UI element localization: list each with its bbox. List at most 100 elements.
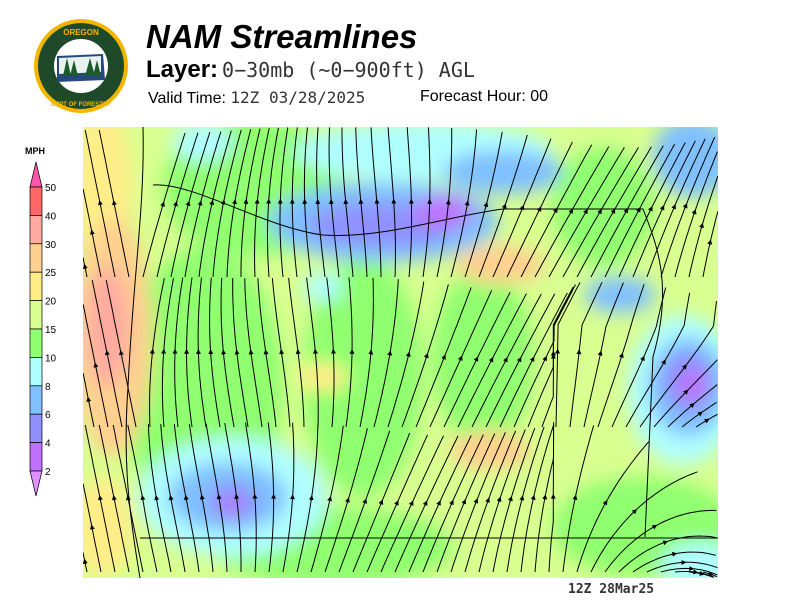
streamline-arrow bbox=[83, 263, 88, 270]
streamline-arrow bbox=[185, 200, 191, 207]
streamline-arrow bbox=[529, 356, 535, 362]
streamline-arrow bbox=[149, 348, 155, 355]
color-legend: MPH 50 40 30 25 20 15 10 8 6 4 2 bbox=[25, 146, 57, 497]
streamline-arrow bbox=[473, 498, 479, 504]
streamline-arrow bbox=[405, 351, 411, 358]
legend-tick: 40 bbox=[45, 211, 57, 222]
valid-label: Valid Time: bbox=[148, 90, 226, 107]
streamline-arrow bbox=[618, 352, 624, 359]
streamline-arrow bbox=[97, 495, 103, 501]
forecast-value: 00 bbox=[530, 88, 549, 105]
streamline-arrow bbox=[707, 239, 713, 246]
streamline-arrow bbox=[387, 350, 393, 357]
streamline-arrow bbox=[464, 200, 470, 207]
legend-band bbox=[29, 328, 43, 358]
streamline-arrow bbox=[362, 498, 367, 505]
streamline-arrow bbox=[263, 349, 269, 356]
streamline-arrow bbox=[572, 494, 578, 501]
legend-tick: 10 bbox=[45, 353, 57, 364]
legend-arrow-high bbox=[29, 161, 43, 188]
streamline-arrow bbox=[154, 495, 160, 501]
streamline-arrow bbox=[197, 200, 203, 207]
legend-tick: 50 bbox=[45, 183, 57, 194]
legend-tick: 6 bbox=[45, 410, 51, 421]
streamline-arrow bbox=[610, 208, 616, 215]
forecast-label: Forecast Hour: bbox=[420, 88, 526, 105]
streamline-arrow bbox=[659, 204, 665, 211]
svg-text:OREGON: OREGON bbox=[63, 28, 99, 37]
legend-band bbox=[29, 357, 43, 387]
streamline-arrow bbox=[623, 207, 629, 214]
legend-band bbox=[29, 413, 43, 443]
streamline-arrow bbox=[199, 494, 205, 501]
streamline-arrow bbox=[519, 204, 525, 211]
streamline-arrow bbox=[279, 349, 285, 356]
streamline-arrow bbox=[583, 208, 588, 215]
streamline-arrow bbox=[689, 402, 695, 409]
streamline-arrow bbox=[436, 500, 441, 506]
streamline-arrow bbox=[697, 411, 703, 417]
page-title: NAM Streamlines bbox=[146, 18, 418, 55]
legend-band bbox=[29, 186, 43, 216]
streamline-arrow bbox=[173, 201, 178, 207]
forecast-hour: Forecast Hour: 00 bbox=[420, 88, 548, 106]
streamline-arrow bbox=[378, 499, 384, 506]
streamline-arrow bbox=[496, 496, 502, 503]
streamline-arrow bbox=[423, 352, 429, 359]
streamline-arrow bbox=[111, 495, 117, 501]
legend-arrow-low bbox=[29, 470, 43, 497]
legend-tick: 15 bbox=[45, 325, 57, 336]
legend-band bbox=[29, 300, 43, 330]
streamline-arrow bbox=[209, 199, 215, 206]
legend-band bbox=[29, 243, 43, 273]
streamline-arrow bbox=[221, 349, 227, 356]
legend-tick: 4 bbox=[45, 439, 51, 450]
streamline-arrow bbox=[602, 499, 608, 506]
streamline-arrow bbox=[568, 208, 573, 214]
streamline-arrow bbox=[254, 198, 260, 205]
streamline-arrow bbox=[691, 209, 697, 215]
legend-tick: 25 bbox=[45, 268, 57, 279]
streamline-arrow bbox=[683, 389, 689, 395]
legend-tick: 8 bbox=[45, 382, 51, 393]
streamline-arrow bbox=[483, 201, 489, 208]
streamline-arrow bbox=[408, 500, 414, 507]
streamline-arrow bbox=[461, 498, 467, 505]
streamline-arrow bbox=[183, 494, 189, 501]
streamline-arrow bbox=[516, 356, 522, 363]
streamline-arrow bbox=[125, 495, 131, 502]
map-timestamp: 12Z 28Mar25 bbox=[568, 582, 655, 597]
streamline-arrow bbox=[662, 540, 669, 546]
legend-tick: 20 bbox=[45, 297, 57, 308]
streamline-arrow bbox=[89, 229, 95, 236]
streamline-arrow bbox=[243, 198, 249, 205]
streamline-arrow bbox=[358, 198, 364, 205]
legend-band bbox=[29, 442, 43, 472]
legend-tick: 30 bbox=[45, 240, 57, 251]
streamline-arrow bbox=[576, 349, 582, 356]
streamline-arrow bbox=[651, 524, 658, 530]
streamline-arrow bbox=[216, 494, 222, 501]
streamline-arrow bbox=[536, 206, 542, 212]
streamline-arrow bbox=[160, 201, 165, 208]
streamline-arrow bbox=[449, 499, 454, 506]
legend-tick: 2 bbox=[45, 467, 51, 478]
streamline-arrow bbox=[671, 551, 678, 557]
streamline-arrow bbox=[111, 200, 117, 206]
streamline-arrow bbox=[661, 359, 666, 365]
streamline-arrow bbox=[422, 500, 428, 507]
streamline-arrow bbox=[699, 222, 704, 229]
streamline-arrow bbox=[507, 495, 513, 502]
streamline-arrow bbox=[542, 494, 548, 501]
streamline-arrow bbox=[647, 206, 653, 212]
streamline-arrow bbox=[83, 558, 88, 565]
streamline-arrow bbox=[681, 364, 687, 370]
streamline-arrow bbox=[327, 496, 333, 503]
streamline-arrow bbox=[671, 203, 676, 210]
streamline-arrow bbox=[308, 495, 314, 501]
legend-band bbox=[29, 271, 43, 301]
streamline-arrow bbox=[530, 494, 536, 501]
streamline-arrow bbox=[682, 202, 688, 209]
streamlines bbox=[83, 127, 718, 578]
legend-unit: MPH bbox=[25, 146, 45, 156]
